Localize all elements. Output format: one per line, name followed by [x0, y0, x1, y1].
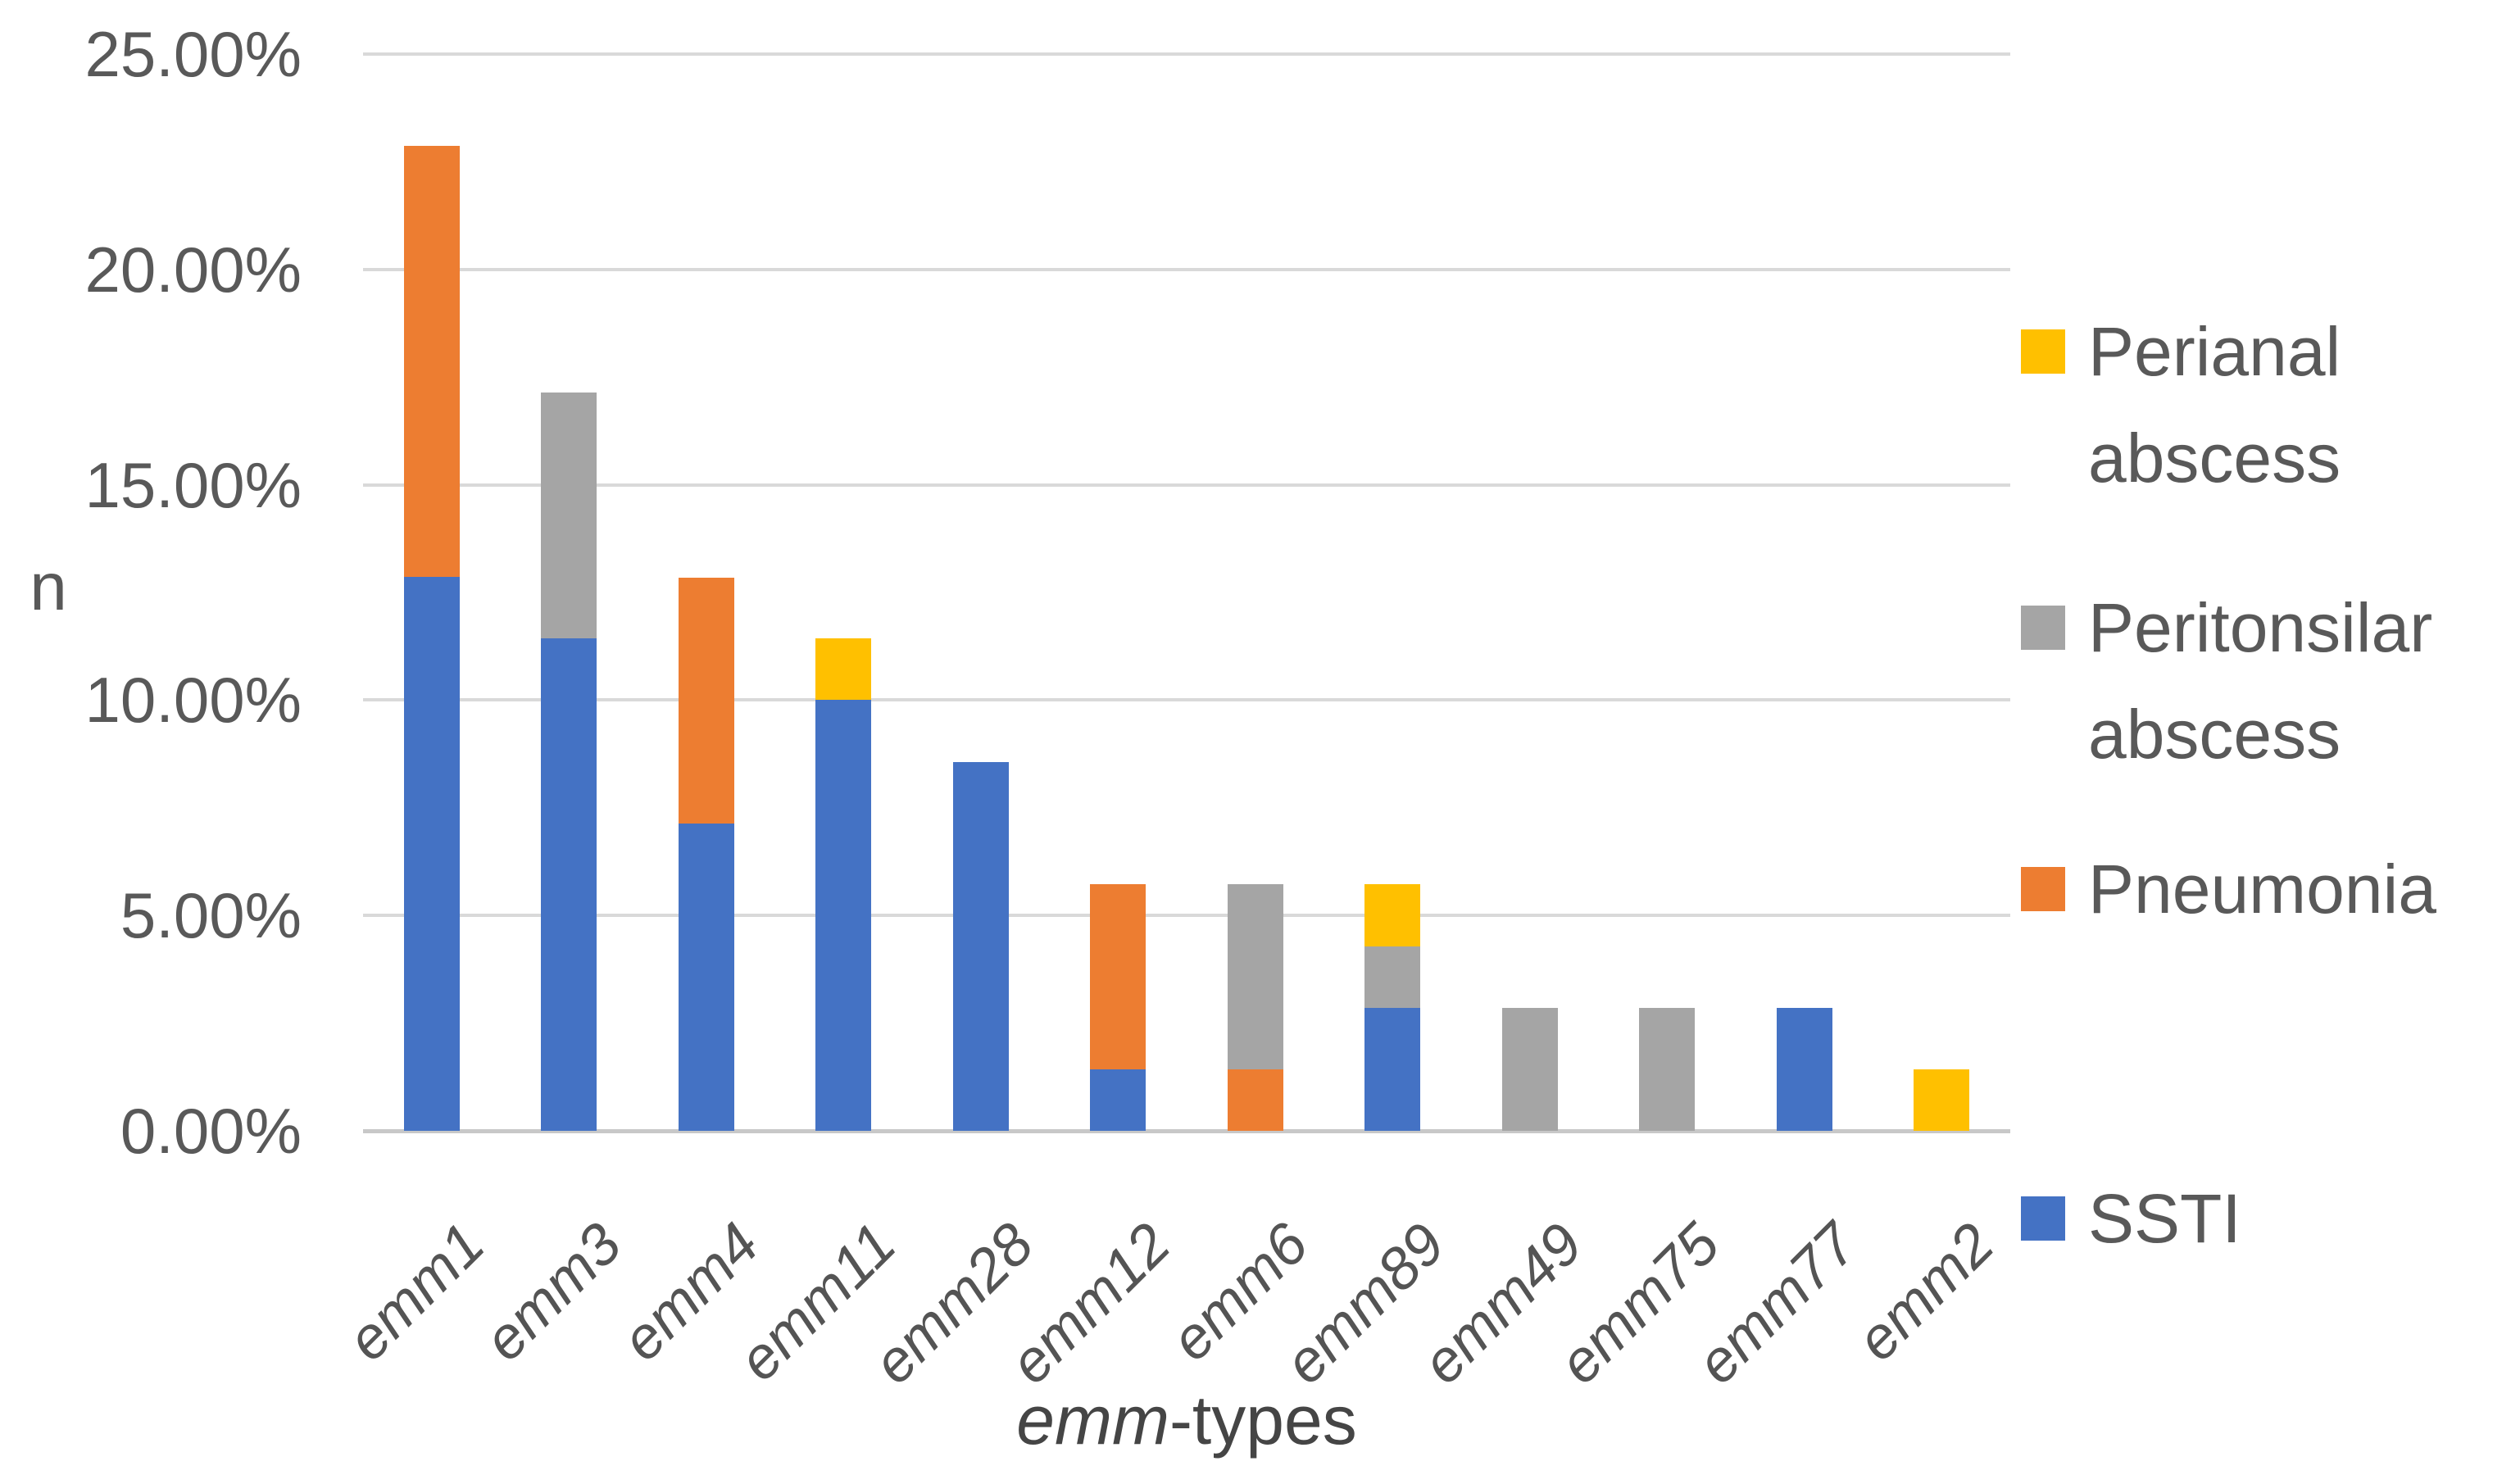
- legend-swatch-perianal-abscess: [2021, 329, 2065, 374]
- bar-segment-pneumonia: [403, 146, 460, 578]
- gridline: [363, 698, 2010, 702]
- x-tick-label: emm1: [334, 1210, 497, 1373]
- y-axis-title: n: [30, 550, 67, 624]
- bar-segment-pneumonia: [1090, 884, 1146, 1069]
- bar-segment-peritonsilar-abscess: [1227, 884, 1283, 1069]
- bar-segment-ssti: [1090, 1069, 1146, 1131]
- gridline: [363, 483, 2010, 487]
- bar-segment-perianal-abscess: [815, 638, 872, 701]
- bar-segment-peritonsilar-abscess: [541, 393, 597, 639]
- x-axis-line: [363, 1129, 2010, 1133]
- legend-item: Pneumonia: [2021, 836, 2520, 942]
- gridline: [363, 914, 2010, 918]
- bar-segment-ssti: [1364, 1007, 1421, 1131]
- bar-segment-ssti: [1776, 1007, 1832, 1131]
- bar-segment-ssti: [815, 700, 872, 1131]
- legend-item: Perianal abscess: [2021, 298, 2520, 511]
- legend-item: Peritonsilar abscess: [2021, 574, 2520, 787]
- bar-segment-pneumonia: [1227, 1069, 1283, 1131]
- legend-swatch-pneumonia: [2021, 867, 2065, 911]
- bar-segment-perianal-abscess: [1364, 884, 1421, 946]
- bar-segment-ssti: [952, 761, 1009, 1131]
- legend-swatch-peritonsilar-abscess: [2021, 606, 2065, 650]
- legend-swatch-ssti: [2021, 1196, 2065, 1241]
- legend-label: Perianal abscess: [2088, 313, 2341, 497]
- bar-segment-perianal-abscess: [1914, 1069, 1970, 1131]
- x-axis-title: emm-types: [363, 1381, 2010, 1460]
- bar-segment-peritonsilar-abscess: [1639, 1007, 1696, 1131]
- y-tick-label: 0.00%: [120, 1095, 302, 1167]
- legend-item: SSTI: [2021, 1165, 2520, 1272]
- x-axis-title-regular-part: -types: [1169, 1382, 1357, 1459]
- y-tick-label: 10.00%: [84, 664, 302, 737]
- y-tick-label: 15.00%: [84, 448, 302, 521]
- y-tick-label: 20.00%: [84, 233, 302, 306]
- legend-label: SSTI: [2088, 1180, 2241, 1257]
- bar-segment-ssti: [403, 577, 460, 1131]
- bar-segment-pneumonia: [678, 577, 734, 824]
- gridline: [363, 52, 2010, 56]
- legend-label: Peritonsilar abscess: [2088, 589, 2433, 774]
- gridline: [363, 267, 2010, 271]
- x-axis-title-italic-part: emm: [1016, 1382, 1169, 1459]
- bar-segment-ssti: [678, 823, 734, 1131]
- legend-label: Pneumonia: [2088, 851, 2436, 928]
- bar-segment-peritonsilar-abscess: [1501, 1007, 1558, 1131]
- y-tick-label: 5.00%: [120, 879, 302, 952]
- y-tick-label: 25.00%: [84, 18, 302, 90]
- bar-segment-ssti: [541, 638, 597, 1131]
- bar-segment-peritonsilar-abscess: [1364, 946, 1421, 1008]
